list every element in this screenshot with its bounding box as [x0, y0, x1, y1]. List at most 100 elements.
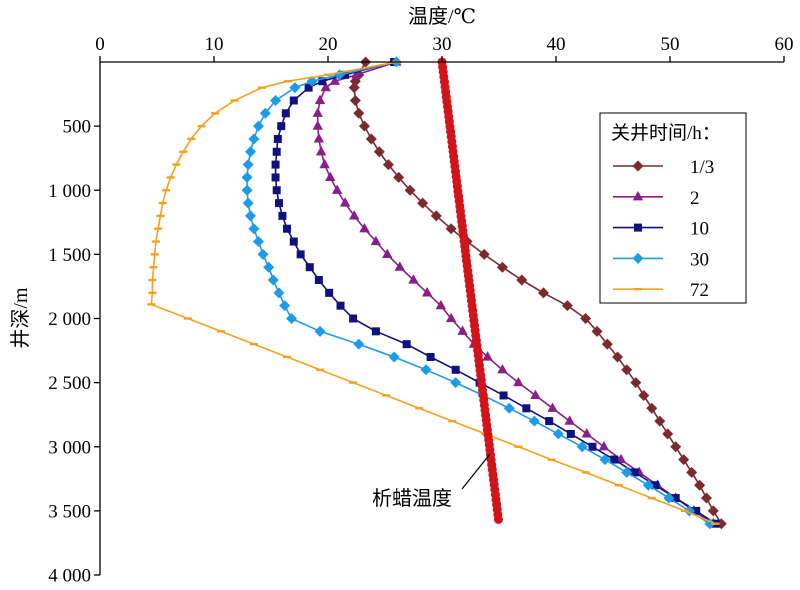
shut-in-72h-point	[151, 240, 160, 243]
shut-in-2h-point	[329, 75, 341, 85]
shut-in-72h-point	[216, 330, 225, 333]
legend-label: 2	[690, 188, 700, 209]
shut-in-2h-point	[598, 440, 610, 451]
shut-in-72h-point	[647, 496, 656, 500]
shut-in-10h-point	[272, 147, 281, 156]
shut-in-30h-point	[244, 210, 256, 222]
shut-in-10h-point	[341, 70, 350, 79]
shut-in-1-3h-point	[393, 171, 405, 183]
shut-in-72h-point	[349, 381, 358, 384]
shut-in-72h-point	[150, 253, 159, 256]
shut-in-72h-point	[162, 189, 171, 192]
shut-in-72h-point	[149, 266, 158, 269]
shut-in-1-3h-point	[561, 300, 573, 312]
x-tick-label: 20	[319, 34, 338, 55]
shut-in-2h-point	[394, 261, 406, 271]
shut-in-1-3h-point	[580, 313, 592, 324]
shut-in-72h-point	[154, 227, 163, 230]
shut-in-10h-point	[305, 263, 314, 272]
wax-appearance-temperature-line	[437, 57, 504, 529]
shut-in-2h-point	[530, 389, 541, 400]
shut-in-30h-point	[388, 351, 400, 363]
shut-in-2h-point	[445, 312, 457, 323]
legend-swatch-marker	[634, 223, 642, 232]
shut-in-30h-point	[242, 197, 254, 209]
x-tick-label: 60	[775, 34, 794, 55]
shut-in-10h-point	[349, 314, 358, 323]
shut-in-30h-point	[241, 184, 253, 196]
shut-in-30h-point	[259, 107, 271, 119]
shut-in-1-3h-point	[537, 287, 549, 299]
shut-in-2h-point	[313, 133, 325, 143]
y-tick-label: 3 000	[48, 437, 91, 458]
shut-in-10h-point	[325, 288, 334, 297]
shut-in-72h-point	[166, 176, 175, 179]
y-tick-label: 2 000	[48, 309, 91, 330]
shut-in-10h-point	[272, 186, 281, 195]
shut-in-2h-point	[312, 120, 323, 130]
shut-in-10h-point	[610, 455, 619, 464]
shut-in-72h-point	[148, 278, 157, 282]
shut-in-72h-point	[148, 291, 157, 295]
legend-item-shut-in-10h: 10	[613, 219, 709, 240]
shut-in-30h-point	[241, 171, 253, 183]
shut-in-10h-point	[588, 442, 597, 451]
shut-in-2h-point	[547, 402, 558, 412]
shut-in-1-3h-point	[630, 377, 642, 389]
shut-in-72h-point	[230, 99, 239, 102]
shut-in-10h-point	[651, 481, 660, 490]
shut-in-30h-point	[314, 325, 326, 337]
shut-in-1-3h-point	[496, 261, 508, 273]
y-axis-ticks: 500 1 000 1 500 2 000 2 500 3 000 3 500 4 000	[48, 117, 100, 587]
shut-in-1-3h-point	[662, 428, 674, 440]
shut-in-30h-point	[503, 402, 515, 414]
shut-in-1-3h-point	[670, 441, 682, 453]
shut-in-2h-point	[581, 428, 592, 438]
wax-temperature-annotation: 析蜡温度	[372, 453, 491, 510]
legend-title: 关井时间/h：	[611, 122, 721, 144]
shut-in-10h-point	[271, 160, 280, 169]
shut-in-2h-point	[457, 325, 468, 335]
shut-in-10h-point	[566, 429, 575, 438]
shut-in-2h-point	[315, 145, 327, 156]
shut-in-72h-point	[158, 201, 167, 205]
plot-series	[147, 56, 727, 530]
shut-in-10h-point	[296, 250, 305, 259]
shut-in-72h-point	[156, 214, 165, 218]
shut-in-30h-point	[279, 300, 291, 312]
shut-in-72h-point	[581, 471, 590, 474]
shut-in-72h-point	[448, 419, 457, 423]
shut-in-1-3h-point	[365, 133, 377, 145]
shut-in-2h-point	[564, 415, 575, 425]
shut-in-72h-series	[147, 60, 720, 525]
shut-in-1-3h-point	[654, 415, 666, 427]
shut-in-2h-point	[370, 235, 382, 246]
x-tick-label: 10	[205, 34, 224, 55]
shut-in-1-3h-point	[601, 338, 613, 350]
y-axis-title: 井深/m	[9, 287, 32, 349]
shut-in-72h-point	[249, 342, 258, 346]
shut-in-72h-point	[415, 407, 424, 410]
shut-in-2h-point	[314, 94, 326, 105]
shut-in-1-3h-point	[621, 364, 633, 376]
legend-item-shut-in-1-3h: 1/3	[613, 157, 714, 178]
shut-in-10h-point	[273, 134, 282, 143]
shut-in-10h-point	[630, 468, 639, 477]
shut-in-30h-point	[289, 82, 301, 94]
shut-in-30h-point	[621, 466, 633, 478]
shut-in-10h-point	[277, 122, 286, 131]
x-axis-ticks: 0 10 20 30 40 50 60	[95, 34, 794, 62]
shut-in-30h-point	[576, 441, 588, 453]
shut-in-2h-point	[359, 222, 370, 233]
legend-label: 10	[690, 219, 709, 240]
shut-in-1-3h-point	[478, 248, 490, 260]
shut-in-10h-point	[426, 352, 435, 361]
shut-in-2h-point	[319, 158, 330, 169]
shut-in-10h-point	[304, 83, 313, 92]
shut-in-72h-point	[284, 80, 293, 83]
shut-in-1-3h-point	[373, 146, 385, 158]
legend-label: 1/3	[690, 157, 714, 178]
shut-in-2h-point	[615, 453, 627, 464]
shut-in-1-3h-point	[591, 325, 603, 337]
shut-in-30h-point	[244, 146, 256, 158]
